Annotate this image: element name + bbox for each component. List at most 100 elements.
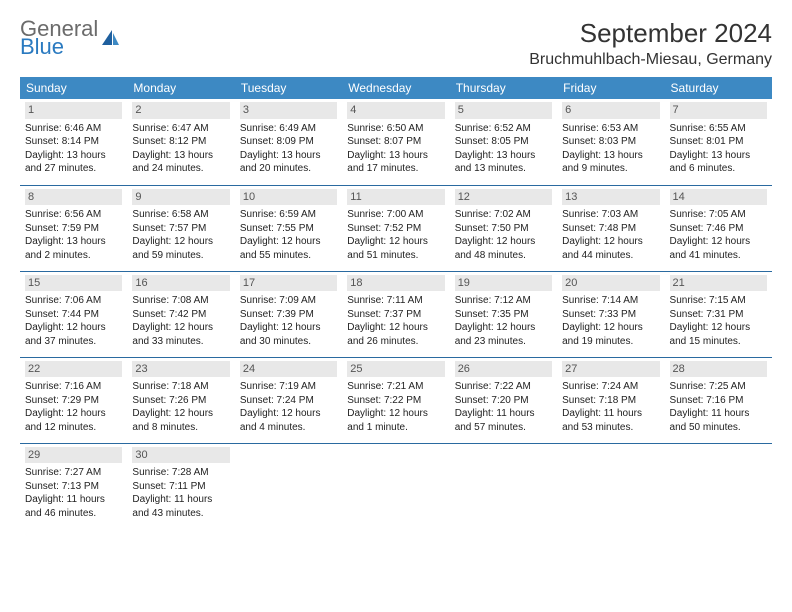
sunset-text: Sunset: 7:35 PM: [455, 308, 552, 322]
sunset-text: Sunset: 8:12 PM: [132, 135, 229, 149]
calendar-cell: 24Sunrise: 7:19 AMSunset: 7:24 PMDayligh…: [235, 357, 342, 443]
day-number: 4: [347, 102, 444, 119]
sunrise-text: Sunrise: 6:47 AM: [132, 122, 229, 136]
calendar-cell: 17Sunrise: 7:09 AMSunset: 7:39 PMDayligh…: [235, 271, 342, 357]
calendar-row: 15Sunrise: 7:06 AMSunset: 7:44 PMDayligh…: [20, 271, 772, 357]
brand-part2: Blue: [20, 34, 64, 59]
calendar-cell: 13 Sunrise: 7:03 AMSunset: 7:48 PMDayligh…: [557, 185, 664, 271]
sunrise-text: Sunrise: 7:19 AM: [240, 380, 337, 394]
day-number: 17: [240, 275, 337, 292]
sunrise-text: Sunrise: 6:49 AM: [240, 122, 337, 136]
day-number: 10: [240, 189, 337, 206]
sunrise-text: Sunrise: 6:59 AM: [240, 208, 337, 222]
daylight-text: Daylight: 12 hours and 4 minutes.: [240, 407, 337, 434]
sunset-text: Sunset: 8:09 PM: [240, 135, 337, 149]
sunset-text: Sunset: 7:31 PM: [670, 308, 767, 322]
daylight-text: Daylight: 13 hours and 13 minutes.: [455, 149, 552, 176]
daylight-text: Daylight: 12 hours and 33 minutes.: [132, 321, 229, 348]
calendar-cell: 19Sunrise: 7:12 AMSunset: 7:35 PMDayligh…: [450, 271, 557, 357]
calendar-cell: 7Sunrise: 6:55 AMSunset: 8:01 PMDaylight…: [665, 99, 772, 185]
calendar-cell: 5Sunrise: 6:52 AMSunset: 8:05 PMDaylight…: [450, 99, 557, 185]
sunset-text: Sunset: 7:52 PM: [347, 222, 444, 236]
calendar-cell: 18Sunrise: 7:11 AMSunset: 7:37 PMDayligh…: [342, 271, 449, 357]
daylight-text: Daylight: 12 hours and 55 minutes.: [240, 235, 337, 262]
sunset-text: Sunset: 7:44 PM: [25, 308, 122, 322]
sunset-text: Sunset: 7:48 PM: [562, 222, 659, 236]
calendar-cell: 23Sunrise: 7:18 AMSunset: 7:26 PMDayligh…: [127, 357, 234, 443]
calendar-cell: [235, 443, 342, 529]
day-header: Saturday: [665, 77, 772, 99]
day-number: 24: [240, 361, 337, 378]
day-header: Wednesday: [342, 77, 449, 99]
daylight-text: Daylight: 11 hours and 46 minutes.: [25, 493, 122, 520]
daylight-text: Daylight: 12 hours and 12 minutes.: [25, 407, 122, 434]
calendar-cell: 10 Sunrise: 6:59 AMSunset: 7:55 PMDayligh…: [235, 185, 342, 271]
daylight-text: Daylight: 12 hours and 41 minutes.: [670, 235, 767, 262]
daylight-text: Daylight: 11 hours and 43 minutes.: [132, 493, 229, 520]
daylight-text: Daylight: 13 hours and 20 minutes.: [240, 149, 337, 176]
sunset-text: Sunset: 7:39 PM: [240, 308, 337, 322]
daylight-text: Daylight: 12 hours and 44 minutes.: [562, 235, 659, 262]
calendar-cell: 4Sunrise: 6:50 AMSunset: 8:07 PMDaylight…: [342, 99, 449, 185]
daylight-text: Daylight: 13 hours and 27 minutes.: [25, 149, 122, 176]
sunrise-text: Sunrise: 6:56 AM: [25, 208, 122, 222]
calendar-cell: 8Sunrise: 6:56 AMSunset: 7:59 PMDaylight…: [20, 185, 127, 271]
day-number: 1: [25, 102, 122, 119]
calendar-cell: 1Sunrise: 6:46 AMSunset: 8:14 PMDaylight…: [20, 99, 127, 185]
sunset-text: Sunset: 8:07 PM: [347, 135, 444, 149]
daylight-text: Daylight: 12 hours and 48 minutes.: [455, 235, 552, 262]
calendar-cell: 22Sunrise: 7:16 AMSunset: 7:29 PMDayligh…: [20, 357, 127, 443]
daylight-text: Daylight: 12 hours and 8 minutes.: [132, 407, 229, 434]
sail-icon: [100, 29, 120, 47]
sunset-text: Sunset: 7:46 PM: [670, 222, 767, 236]
sunset-text: Sunset: 7:33 PM: [562, 308, 659, 322]
day-number: 3: [240, 102, 337, 119]
day-number: 23: [132, 361, 229, 378]
day-header: Thursday: [450, 77, 557, 99]
day-number: 22: [25, 361, 122, 378]
sunset-text: Sunset: 7:42 PM: [132, 308, 229, 322]
sunset-text: Sunset: 7:16 PM: [670, 394, 767, 408]
sunrise-text: Sunrise: 7:03 AM: [562, 208, 659, 222]
day-header-row: Sunday Monday Tuesday Wednesday Thursday…: [20, 77, 772, 99]
daylight-text: Daylight: 12 hours and 30 minutes.: [240, 321, 337, 348]
calendar-cell: 26Sunrise: 7:22 AMSunset: 7:20 PMDayligh…: [450, 357, 557, 443]
sunrise-text: Sunrise: 6:52 AM: [455, 122, 552, 136]
sunset-text: Sunset: 7:57 PM: [132, 222, 229, 236]
calendar-cell: 28Sunrise: 7:25 AMSunset: 7:16 PMDayligh…: [665, 357, 772, 443]
sunrise-text: Sunrise: 7:06 AM: [25, 294, 122, 308]
day-number: 21: [670, 275, 767, 292]
sunset-text: Sunset: 7:11 PM: [132, 480, 229, 494]
sunset-text: Sunset: 7:18 PM: [562, 394, 659, 408]
sunrise-text: Sunrise: 7:15 AM: [670, 294, 767, 308]
day-number: 5: [455, 102, 552, 119]
day-number: 13: [562, 189, 659, 206]
calendar-cell: [665, 443, 772, 529]
day-number: 8: [25, 189, 122, 206]
sunset-text: Sunset: 7:59 PM: [25, 222, 122, 236]
day-header: Friday: [557, 77, 664, 99]
daylight-text: Daylight: 12 hours and 37 minutes.: [25, 321, 122, 348]
sunrise-text: Sunrise: 7:11 AM: [347, 294, 444, 308]
day-number: 20: [562, 275, 659, 292]
day-number: 9: [132, 189, 229, 206]
calendar-cell: [342, 443, 449, 529]
daylight-text: Daylight: 13 hours and 24 minutes.: [132, 149, 229, 176]
day-number: 15: [25, 275, 122, 292]
sunset-text: Sunset: 8:01 PM: [670, 135, 767, 149]
sunrise-text: Sunrise: 7:25 AM: [670, 380, 767, 394]
calendar-cell: [450, 443, 557, 529]
daylight-text: Daylight: 12 hours and 1 minute.: [347, 407, 444, 434]
day-header: Tuesday: [235, 77, 342, 99]
calendar-cell: 3 Sunrise: 6:49 AMSunset: 8:09 PMDaylight…: [235, 99, 342, 185]
calendar-cell: 2Sunrise: 6:47 AMSunset: 8:12 PMDaylight…: [127, 99, 234, 185]
calendar-cell: 15 Sunrise: 7:06 AMSunset: 7:44 PMDayligh…: [20, 271, 127, 357]
sunset-text: Sunset: 7:55 PM: [240, 222, 337, 236]
day-number: 11: [347, 189, 444, 206]
sunrise-text: Sunrise: 6:55 AM: [670, 122, 767, 136]
header: General Blue September 2024 Bruchmuhlbac…: [20, 18, 772, 69]
calendar-row: 29Sunrise: 7:27 AMSunset: 7:13 PMDayligh…: [20, 443, 772, 529]
brand-text: General Blue: [20, 18, 98, 58]
calendar-table: Sunday Monday Tuesday Wednesday Thursday…: [20, 77, 772, 529]
calendar-body: 1Sunrise: 6:46 AMSunset: 8:14 PMDaylight…: [20, 99, 772, 529]
